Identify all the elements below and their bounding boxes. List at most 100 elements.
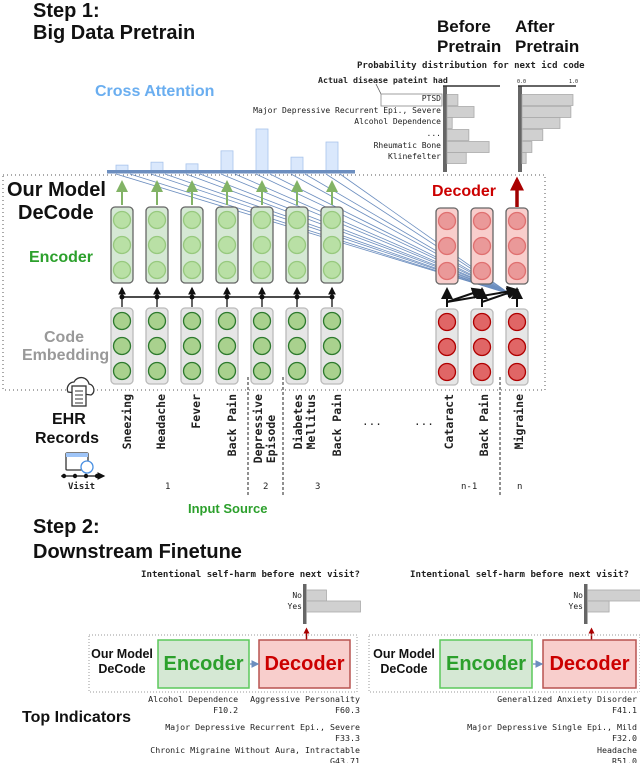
indicator-item: Headache R51.0 <box>597 745 637 763</box>
encoder-node <box>112 210 132 230</box>
axis-min-label: 0.0 <box>517 79 527 85</box>
clock-icon <box>80 460 94 474</box>
timeline-dot <box>94 473 100 479</box>
input-code-label: Back Pain <box>329 394 344 457</box>
attention-line <box>220 173 511 295</box>
no-bar <box>587 589 640 602</box>
indicator-name: Major Depressive Recurrent Epi., Severe <box>165 722 360 732</box>
model-name-line1: Our Model <box>7 179 106 201</box>
yes-label: Yes <box>568 602 583 611</box>
no-bar <box>306 589 327 602</box>
ehr-label-1: EHR <box>52 411 86 428</box>
input-code-label: Depressive Episode <box>251 394 278 464</box>
indicator-item: Major Depressive Single Epi., Mild F32.0 <box>467 722 637 744</box>
probability-row-label: PTSD <box>421 94 441 103</box>
indicator-name: Alcohol Dependence <box>148 694 239 704</box>
embedding-node <box>287 336 307 356</box>
indicator-name: Aggressive Personality <box>250 694 360 704</box>
before-bar <box>446 141 490 153</box>
attention-line <box>234 173 511 295</box>
encoder-node <box>287 260 307 280</box>
finetune-decoder-label: Decoder <box>264 653 345 675</box>
finetune-decoder-box <box>258 639 351 689</box>
finetune-axis <box>303 584 307 624</box>
decoder-node <box>507 261 527 281</box>
decoder-causal-arrow <box>481 287 519 303</box>
decoder-embedding-node <box>472 337 492 357</box>
yes-bar <box>587 600 610 613</box>
input-code-label: Back Pain <box>224 394 239 457</box>
finetune-model-name-2: DeCode <box>98 662 146 676</box>
indicator-name: Generalized Anxiety Disorder <box>497 694 637 704</box>
cross-attention-label: Cross Attention <box>95 83 215 100</box>
encoder-node <box>112 235 132 255</box>
input-code-label: Sneezing <box>119 394 134 450</box>
indicator-code: F60.3 <box>335 705 360 715</box>
attention-bar <box>255 128 269 172</box>
decoder-code-label: Migraine <box>511 394 526 450</box>
embedding-node <box>287 361 307 381</box>
encoder-node <box>287 210 307 230</box>
encoder-label: Encoder <box>29 249 94 266</box>
finetune-encoder-label: Encoder <box>163 653 244 675</box>
finetune-model-boundary <box>88 634 358 693</box>
model-boundary <box>2 174 546 391</box>
indicator-code: F33.3 <box>335 733 360 743</box>
embedding-node <box>322 336 342 356</box>
probability-title: Probability distribution for next icd co… <box>357 61 585 71</box>
embedding-node <box>112 361 132 381</box>
decoder-embedding-node <box>437 337 457 357</box>
embedding-node <box>182 311 202 331</box>
decoder-node <box>472 236 492 256</box>
before-pretrain-label-1: Before <box>437 17 491 36</box>
attention-line <box>255 173 511 295</box>
indicator-item: Generalized Anxiety Disorder F41.1 <box>497 694 637 716</box>
visit-number: n-1 <box>461 482 478 492</box>
before-bar <box>446 129 470 141</box>
embedding-node <box>217 336 237 356</box>
decoder-node <box>472 261 492 281</box>
attention-bar-baseline <box>107 170 355 174</box>
before-bar <box>446 94 459 106</box>
indicator-item: Aggressive Personality F60.3 <box>250 694 360 716</box>
visit-label: Visit <box>68 482 96 492</box>
encoder-node <box>182 260 202 280</box>
after-pretrain-label-1: After <box>515 17 555 36</box>
decoder-embedding-node <box>472 312 492 332</box>
decoder-embedding-node <box>507 312 527 332</box>
decoder-embedding-node <box>507 337 527 357</box>
decoder-label: Decoder <box>432 183 497 200</box>
encoder-node <box>322 210 342 230</box>
finetune-model-boundary <box>368 634 640 693</box>
axis-max-label: 1.0 <box>569 79 579 85</box>
indicator-row: Major Depressive Single Epi., Mild F32.0 <box>467 722 637 744</box>
probability-row-label: ... <box>426 129 441 138</box>
encoder-node <box>252 235 272 255</box>
indicator-code: F41.1 <box>612 705 637 715</box>
decoder-node <box>437 211 457 231</box>
encoder-node <box>217 235 237 255</box>
calendar-header <box>66 453 88 457</box>
decoder-embedding-node <box>507 362 527 382</box>
ehr-label-2: Records <box>35 430 100 447</box>
timeline-dot <box>72 473 78 479</box>
actual-disease-label: Actual disease pateint had <box>318 75 448 85</box>
attention-bar <box>150 161 164 172</box>
ellipsis: ... <box>414 415 434 428</box>
probability-row-label: Rheumatic Bone <box>373 141 441 150</box>
finetune-model-name-2: DeCode <box>380 662 428 676</box>
indicator-code: G43.71 <box>330 756 360 763</box>
decoder-node <box>472 211 492 231</box>
before-bar <box>446 152 467 164</box>
indicator-item: Major Depressive Recurrent Epi., Severe F… <box>165 722 360 744</box>
input-code-label: Diabetes Mellitus <box>291 394 318 450</box>
decoder-code-label: Cataract <box>441 394 456 450</box>
decoder-code-label: Back Pain <box>476 394 491 457</box>
no-label: No <box>573 591 583 600</box>
step2-subtitle: Downstream Finetune <box>33 541 242 563</box>
step1-title: Step 1: <box>33 0 100 22</box>
decoder-embedding-node <box>472 362 492 382</box>
before-bar <box>446 117 453 129</box>
encoder-node <box>182 210 202 230</box>
